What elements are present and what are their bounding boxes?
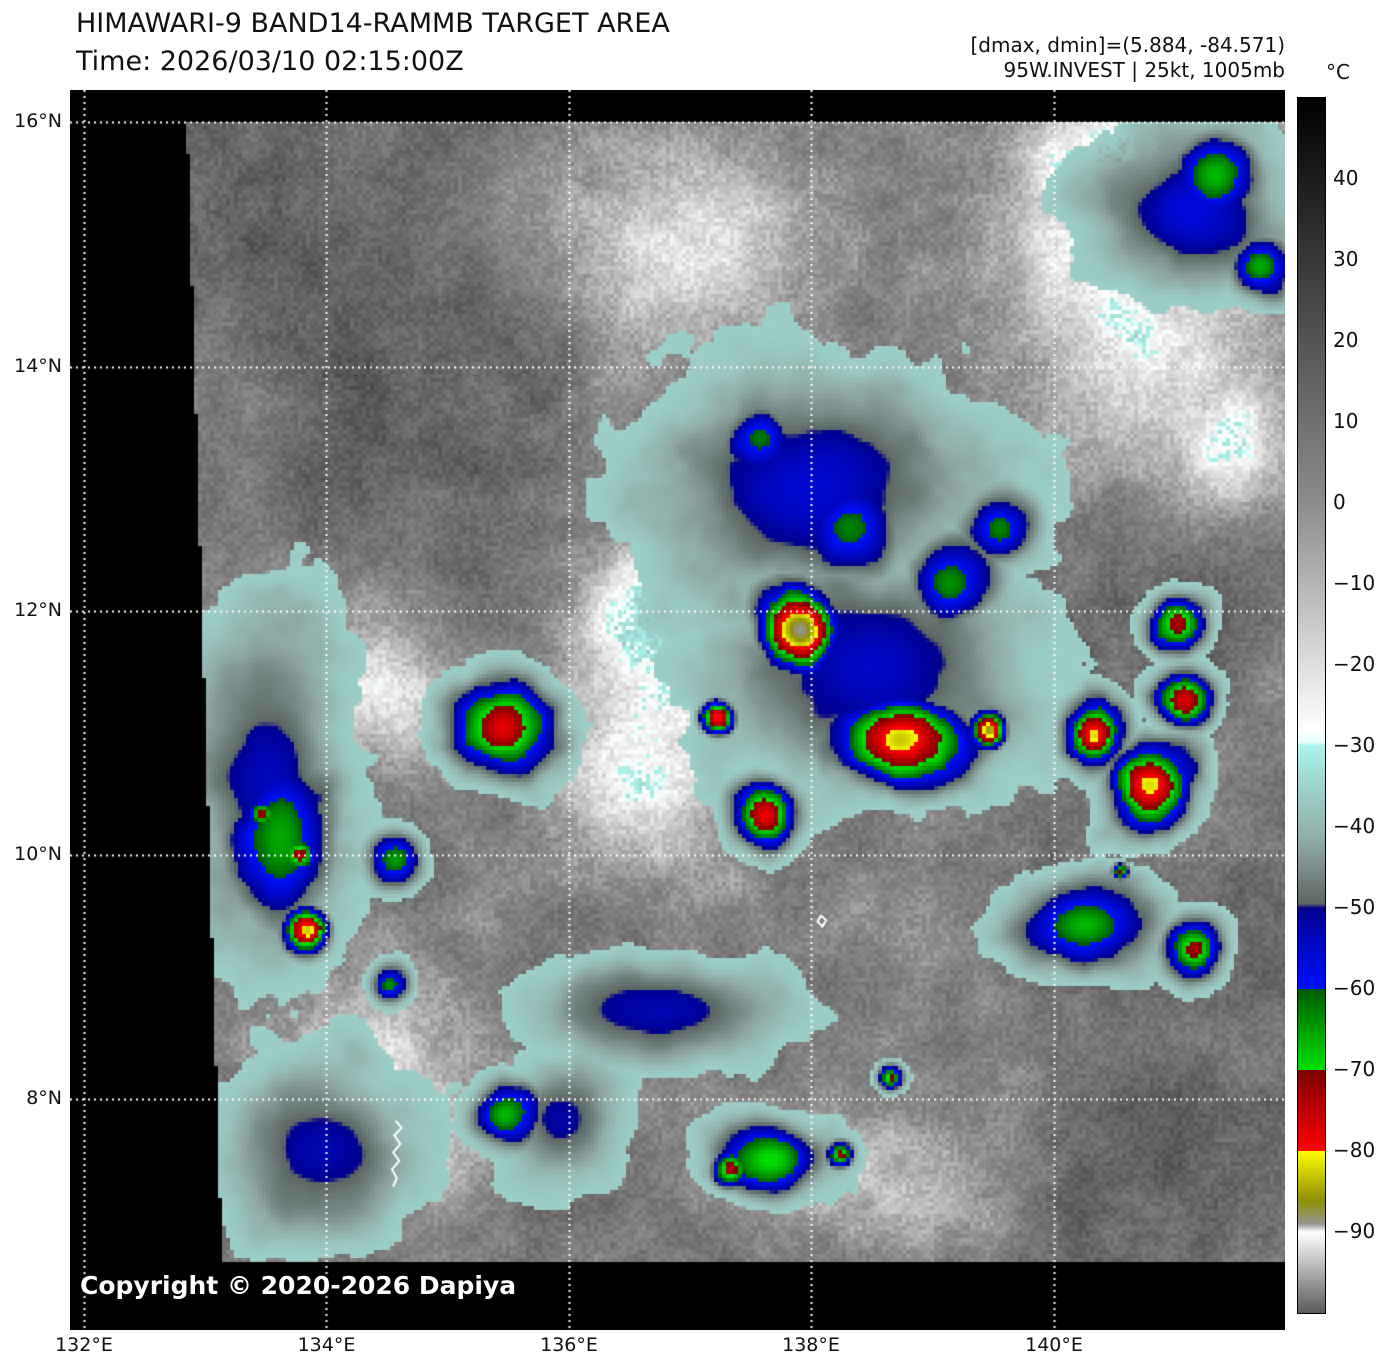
copyright-watermark: Copyright © 2020-2026 Dapiya bbox=[80, 1271, 517, 1300]
colorbar-tick-label: −40 bbox=[1333, 814, 1376, 838]
page-title: HIMAWARI-9 BAND14-RAMMB TARGET AREA bbox=[76, 8, 670, 39]
colorbar-tick-label: −50 bbox=[1333, 895, 1376, 920]
timestamp: Time: 2026/03/10 02:15:00Z bbox=[76, 46, 464, 77]
lon-tick-label: 138°E bbox=[782, 1334, 840, 1356]
lat-tick-label: 12°N bbox=[14, 599, 62, 622]
colorbar-tick-label: −60 bbox=[1333, 975, 1376, 1000]
lat-tick-label: 8°N bbox=[26, 1086, 62, 1109]
colorbar-tick-label: −70 bbox=[1333, 1057, 1376, 1081]
colorbar-tick-label: 0 bbox=[1333, 489, 1346, 514]
satellite-imagery-canvas bbox=[70, 90, 1285, 1330]
lon-tick-label: 134°E bbox=[297, 1334, 356, 1356]
lon-tick-label: 140°E bbox=[1025, 1334, 1083, 1356]
colorbar-tick-label: −30 bbox=[1333, 732, 1376, 757]
colorbar-tick-label: −10 bbox=[1333, 571, 1376, 595]
lon-tick-label: 132°E bbox=[55, 1334, 113, 1356]
storm-info-annotation: 95W.INVEST | 25kt, 1005mb bbox=[1003, 58, 1286, 82]
colorbar-tick-label: 30 bbox=[1333, 246, 1359, 271]
colorbar-tick-label: 40 bbox=[1333, 166, 1359, 191]
colorbar-tick-label: −20 bbox=[1333, 652, 1376, 677]
colorbar-tick-label: −90 bbox=[1333, 1218, 1376, 1243]
colorbar-tick-label: 10 bbox=[1333, 409, 1359, 434]
satellite-map: Copyright © 2020-2026 Dapiya bbox=[70, 90, 1285, 1330]
lon-tick-label: 136°E bbox=[540, 1334, 598, 1356]
colorbar-tick-label: 20 bbox=[1333, 328, 1359, 352]
dmax-dmin-annotation: [dmax, dmin]=(5.884, -84.571) bbox=[970, 33, 1285, 57]
lat-tick-label: 14°N bbox=[14, 355, 62, 378]
lat-tick-label: 16°N bbox=[14, 109, 62, 132]
colorbar-tick-label: −80 bbox=[1333, 1138, 1376, 1163]
lat-tick-label: 10°N bbox=[14, 842, 62, 865]
colorbar-unit-label: °C bbox=[1326, 60, 1350, 84]
temperature-colorbar bbox=[1297, 97, 1326, 1314]
